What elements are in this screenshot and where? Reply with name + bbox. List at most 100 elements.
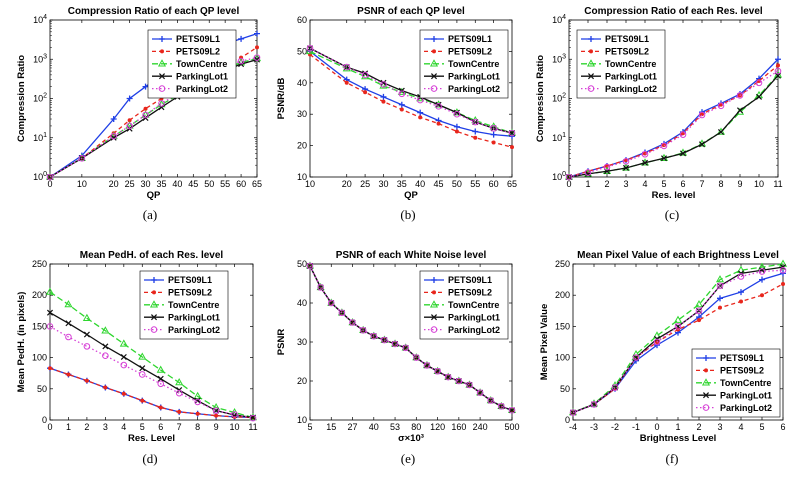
point-parkinglot2	[194, 398, 201, 406]
point-towncentre	[64, 300, 73, 308]
y-tick-label: 10	[297, 172, 307, 182]
point-pets09l2	[781, 281, 785, 286]
y-tick-label: 100	[555, 353, 570, 363]
legend-label: ParkingLot1	[720, 390, 772, 400]
point-pets09l2	[127, 118, 132, 123]
x-tick-label: 7	[177, 422, 182, 432]
point-parkinglot1	[717, 128, 725, 136]
x-tick-label: 240	[473, 422, 488, 432]
y-tick-label: 50	[37, 384, 47, 394]
legend-marker	[431, 36, 437, 42]
x-tick-label: 11	[773, 179, 782, 189]
point-parkinglot2	[343, 63, 351, 71]
point-pets09l1	[398, 101, 405, 108]
series-line-towncentre	[568, 74, 779, 178]
y-tick-label: 100	[33, 171, 47, 182]
point-towncentre	[652, 331, 662, 339]
x-tick-label: 4	[642, 179, 647, 189]
point-pets09l1	[238, 35, 245, 42]
point-parkinglot2	[249, 414, 257, 422]
point-parkinglot1	[679, 150, 687, 157]
x-tick-label: 65	[252, 179, 262, 189]
x-tick-label: 10	[230, 422, 240, 432]
x-tick-label: 40	[415, 179, 425, 189]
point-parkinglot2	[736, 92, 744, 99]
legend-marker	[587, 85, 595, 92]
x-tick-label: 10	[305, 179, 315, 189]
x-tick-label: 60	[489, 179, 499, 189]
panel-caption: (d)	[142, 451, 157, 466]
x-tick-label: 2	[604, 179, 609, 189]
x-tick-label: 6	[158, 422, 163, 432]
legend-label: ParkingLot1	[605, 71, 657, 81]
point-parkinglot2	[349, 319, 356, 326]
legend-label: TownCentre	[605, 59, 656, 69]
point-parkinglot2	[755, 79, 763, 87]
x-tick-label: 30	[378, 179, 388, 189]
panel-caption: (a)	[143, 207, 157, 222]
x-tick-label: 6	[680, 179, 685, 189]
legend-marker	[430, 314, 438, 321]
series-line-parkinglot2	[309, 265, 513, 411]
legend-marker	[150, 326, 158, 333]
x-tick-label: 500	[504, 422, 519, 432]
x-tick-label: 5	[140, 422, 145, 432]
x-tick-label: 55	[470, 179, 480, 189]
point-parkinglot2	[779, 266, 787, 274]
point-parkinglot2	[327, 299, 335, 307]
y-tick-label: 100	[32, 353, 47, 363]
x-axis-label: Res. level	[652, 190, 696, 201]
point-pets09l1	[110, 116, 117, 123]
point-parkinglot2	[359, 327, 367, 334]
point-parkinglot2	[508, 406, 516, 414]
point-parkinglot2	[212, 407, 220, 414]
x-tick-label: 0	[47, 422, 52, 432]
point-parkinglot2	[508, 129, 516, 137]
chart-e: PSNR of each White Noise level 5 15 27 40 53 8…	[276, 250, 520, 466]
point-pets09l2	[140, 398, 145, 403]
point-parkinglot2	[622, 158, 630, 165]
point-pets09l2	[510, 145, 514, 150]
legend-label: TownCentre	[448, 300, 499, 310]
series-line-parkinglot2	[572, 269, 784, 414]
point-pets09l2	[436, 121, 441, 126]
point-parkinglot1	[110, 134, 117, 141]
point-pets09l1	[380, 93, 387, 100]
point-parkinglot2	[423, 362, 431, 369]
point-parkinglot2	[381, 336, 388, 344]
point-parkinglot2	[641, 150, 649, 158]
x-tick-label: 0	[47, 179, 52, 189]
point-parkinglot1	[120, 353, 127, 361]
y-tick-label: 50	[297, 46, 307, 56]
point-parkinglot2	[65, 333, 72, 341]
point-parkinglot1	[736, 107, 744, 114]
point-parkinglot2	[490, 125, 497, 132]
point-towncentre	[193, 391, 202, 399]
point-towncentre	[379, 81, 388, 89]
x-tick-label: 55	[220, 179, 230, 189]
point-towncentre	[716, 127, 726, 135]
x-tick-label: 3	[717, 422, 722, 432]
x-tick-label: 10	[754, 179, 764, 189]
point-towncentre	[305, 261, 315, 269]
point-pets09l2	[255, 45, 259, 50]
point-parkinglot2	[317, 284, 324, 291]
legend-marker	[430, 73, 438, 80]
point-parkinglot2	[391, 340, 399, 348]
point-pets09l2	[697, 318, 701, 323]
chart-title: Mean Pixel Value of each Brightness Leve…	[577, 250, 779, 261]
point-parkinglot2	[120, 361, 128, 369]
chart-f: Mean Pixel Value of each Brightness Leve…	[539, 250, 788, 466]
x-tick-label: 9	[214, 422, 219, 432]
point-parkinglot2	[611, 384, 619, 391]
legend-label: PETS09L1	[720, 353, 764, 363]
x-tick-label: 20	[342, 179, 352, 189]
series-line-towncentre	[309, 50, 513, 134]
legend-label: PETS09L1	[176, 34, 220, 44]
point-towncentre	[138, 352, 147, 360]
legend-marker	[703, 355, 709, 361]
x-tick-label: 50	[452, 179, 462, 189]
point-parkinglot2	[674, 323, 682, 330]
point-pets09l2	[739, 299, 743, 304]
